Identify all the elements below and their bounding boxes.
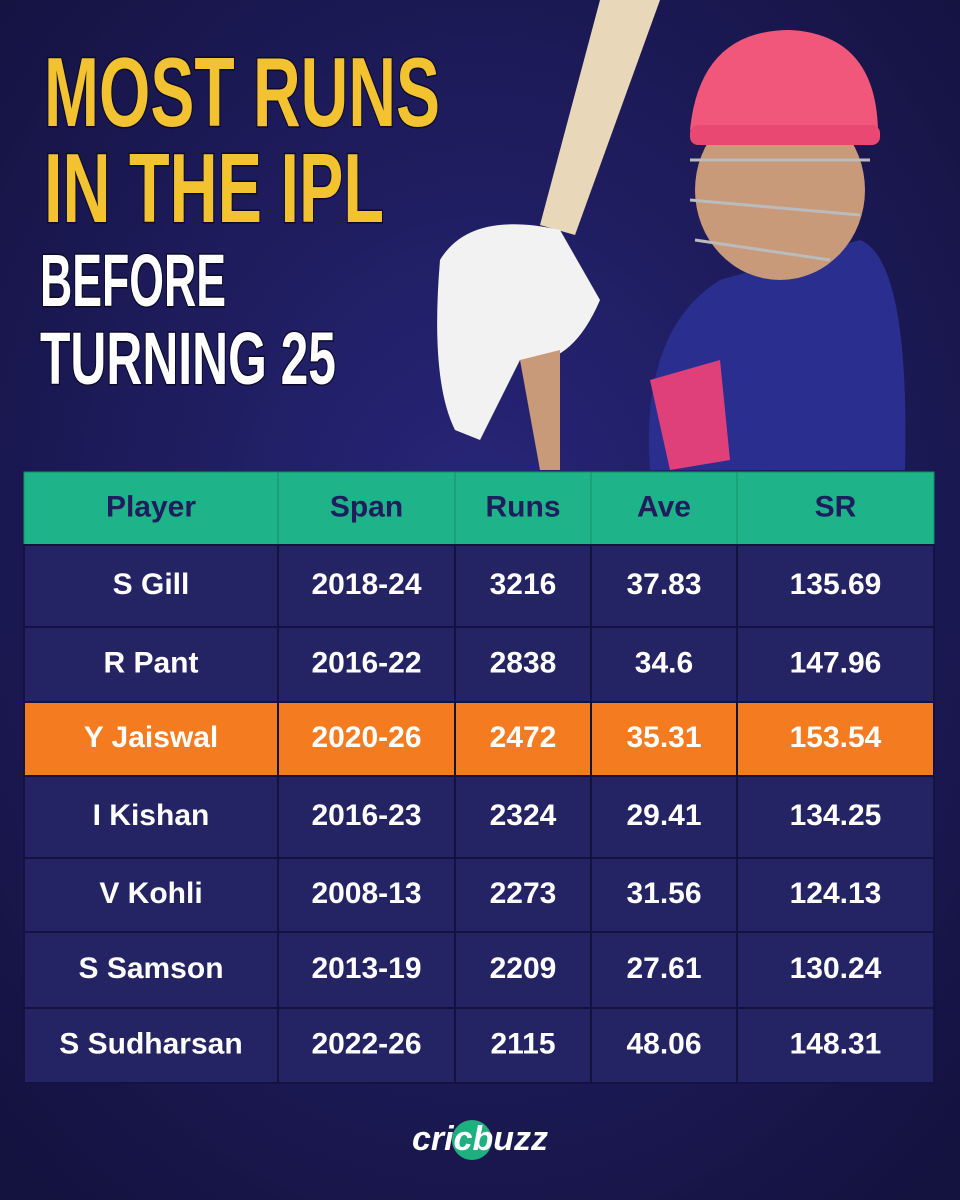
table-cell xyxy=(23,931,279,1009)
table-cell xyxy=(736,626,935,703)
highlight-cell xyxy=(277,701,456,777)
player-image xyxy=(437,0,906,470)
header-cell xyxy=(736,471,935,546)
cell-value: 37.83 xyxy=(626,568,701,601)
cell-value: 153.54 xyxy=(790,721,882,754)
cell-value: 2324 xyxy=(490,799,557,832)
table-cell xyxy=(277,626,456,703)
cell-value: 2018-24 xyxy=(311,568,421,601)
header-cell xyxy=(277,471,456,546)
cell-value: 124.13 xyxy=(790,877,882,910)
subtitle-line: TURNING 25 xyxy=(40,317,336,400)
cell-value: 31.56 xyxy=(626,877,701,910)
cell-value: 2115 xyxy=(490,1027,555,1060)
cell-value: 48.06 xyxy=(626,1027,701,1060)
table-cell xyxy=(454,775,592,859)
player-name: V Kohli xyxy=(99,877,202,910)
player-name: R Pant xyxy=(103,646,198,679)
table-cell xyxy=(454,626,592,703)
cell-value: 134.25 xyxy=(790,799,882,832)
table-cell xyxy=(736,775,935,859)
cell-value: 2273 xyxy=(490,877,557,910)
highlight-cell xyxy=(590,701,738,777)
cell-value: 29.41 xyxy=(626,799,701,832)
column-header: Ave xyxy=(637,490,691,523)
cell-value: 2016-23 xyxy=(311,799,421,832)
cell-value: 2016-22 xyxy=(311,646,421,679)
table-cell xyxy=(23,857,279,933)
cell-value: 2008-13 xyxy=(311,877,421,910)
column-header: Runs xyxy=(486,490,561,523)
player-name: S Gill xyxy=(113,568,190,601)
cell-value: 135.69 xyxy=(790,568,882,601)
player-name: S Sudharsan xyxy=(59,1027,242,1060)
table-cell xyxy=(23,1007,279,1084)
player-name: I Kishan xyxy=(93,799,210,832)
cell-value: 35.31 xyxy=(626,721,701,754)
highlight-cell xyxy=(454,701,592,777)
table-cell xyxy=(454,544,592,628)
header-cell xyxy=(454,471,592,546)
column-header: Span xyxy=(330,490,403,523)
cell-value: 2209 xyxy=(490,952,557,985)
cell-value: 148.31 xyxy=(790,1027,882,1060)
table-cell xyxy=(736,544,935,628)
highlight-cell xyxy=(23,701,279,777)
table-cell xyxy=(736,931,935,1009)
cell-value: 2838 xyxy=(490,646,557,679)
table: Player Span Runs Ave SR S Gill 2018-24 3216 37.8… xyxy=(23,471,935,1084)
cell-value: 130.24 xyxy=(790,952,882,985)
brand-logo: cricbuzz xyxy=(412,1120,548,1158)
column-header: Player xyxy=(106,490,196,523)
logo-ball xyxy=(452,1120,492,1160)
title-line: IN THE IPL xyxy=(44,133,384,243)
cell-value: 147.96 xyxy=(790,646,882,679)
table-cell xyxy=(23,544,279,628)
cell-value: 2020-26 xyxy=(311,721,421,754)
table-cell xyxy=(277,857,456,933)
cell-value: 2472 xyxy=(490,721,557,754)
column-header: SR xyxy=(815,490,857,523)
cell-value: 3216 xyxy=(490,568,557,601)
table-cell xyxy=(454,1007,592,1084)
header-cell xyxy=(590,471,738,546)
cell-value: 2013-19 xyxy=(311,952,421,985)
table-cell xyxy=(277,931,456,1009)
table-cell xyxy=(736,1007,935,1084)
table-cell xyxy=(277,775,456,859)
table-cell xyxy=(590,775,738,859)
player-name: Y Jaiswal xyxy=(84,721,219,754)
table-cell xyxy=(590,1007,738,1084)
player-name: S Samson xyxy=(78,952,223,985)
cell-value: 2022-26 xyxy=(311,1027,421,1060)
title-line: MOST RUNS xyxy=(44,37,440,147)
table-cell xyxy=(590,626,738,703)
subtitle-line: BEFORE xyxy=(40,239,226,322)
cell-value: 34.6 xyxy=(635,646,693,679)
cell-value: 27.61 xyxy=(626,952,701,985)
table-cell xyxy=(23,775,279,859)
header-cell xyxy=(23,471,279,546)
